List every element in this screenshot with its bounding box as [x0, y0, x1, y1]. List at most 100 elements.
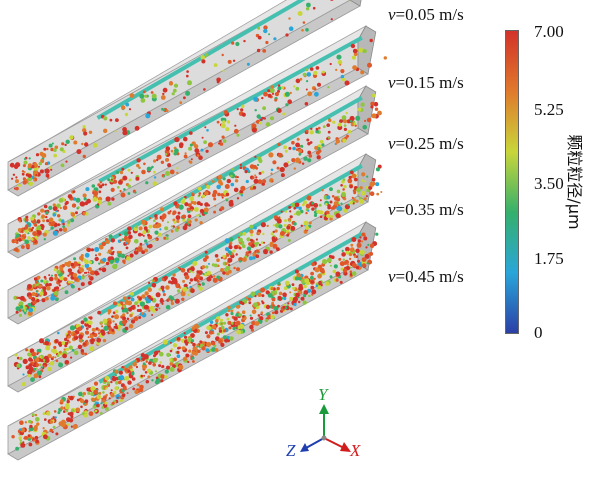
particle: [362, 50, 366, 53]
particle: [325, 281, 330, 286]
particle: [342, 138, 347, 143]
particle: [212, 189, 218, 195]
x-axis-arrow: [323, 437, 345, 449]
particle: [227, 59, 232, 64]
particle: [43, 204, 48, 209]
particle: [367, 62, 372, 68]
particle: [315, 129, 319, 134]
particle: [327, 136, 330, 139]
particle: [220, 268, 224, 272]
particle: [44, 358, 50, 363]
particle: [269, 241, 274, 246]
particle: [214, 204, 217, 207]
particle: [271, 311, 275, 315]
particle: [291, 283, 295, 286]
particle: [144, 248, 149, 253]
particle: [42, 219, 45, 223]
particle: [31, 292, 36, 297]
particle: [380, 191, 383, 193]
particle: [33, 223, 38, 227]
particle: [228, 242, 232, 246]
particle: [190, 287, 193, 290]
particle: [295, 142, 300, 148]
particle: [191, 326, 196, 330]
particle: [201, 136, 204, 139]
particle: [206, 185, 211, 189]
particle: [269, 87, 275, 94]
particle: [204, 255, 209, 260]
particle: [147, 233, 151, 237]
particle: [123, 305, 126, 308]
particle: [27, 173, 32, 178]
speed-label-4: v=0.35 m/s: [388, 200, 464, 219]
particle: [261, 170, 265, 174]
particle: [183, 332, 186, 335]
particle: [160, 207, 165, 212]
particle: [159, 298, 164, 304]
particle: [314, 91, 319, 97]
particle: [110, 238, 116, 243]
particle: [168, 280, 172, 284]
particle: [165, 237, 169, 240]
particle: [220, 325, 225, 330]
particle: [188, 203, 192, 208]
particle: [239, 300, 243, 305]
particle: [141, 363, 148, 369]
particle: [102, 395, 107, 400]
particle: [262, 179, 267, 184]
particle: [220, 123, 226, 129]
particle: [369, 38, 373, 43]
particle: [252, 176, 255, 179]
particle: [82, 125, 86, 129]
particle: [152, 240, 155, 243]
particle: [95, 254, 97, 257]
particle: [235, 253, 238, 256]
particle: [155, 358, 159, 361]
particle: [21, 245, 25, 249]
particle: [335, 139, 340, 144]
particle: [187, 80, 192, 86]
particle: [46, 411, 51, 416]
particle: [40, 279, 44, 283]
particle: [294, 269, 299, 274]
particle: [174, 298, 177, 301]
particle: [105, 240, 110, 244]
particle: [184, 202, 189, 207]
particle: [270, 168, 274, 172]
particle: [65, 341, 69, 345]
particle: [81, 265, 84, 268]
particle: [169, 169, 175, 175]
particle: [341, 77, 346, 82]
particle: [93, 389, 98, 395]
particle: [347, 129, 352, 134]
particle: [18, 238, 22, 242]
particle: [18, 436, 22, 440]
particle: [87, 267, 92, 272]
particle: [48, 274, 51, 277]
particle: [186, 70, 189, 73]
particle: [89, 316, 93, 320]
particle: [107, 201, 112, 206]
particle: [222, 69, 225, 72]
particle: [284, 219, 287, 223]
particle: [280, 173, 285, 178]
particle: [128, 365, 133, 370]
particle: [257, 26, 261, 30]
particle: [59, 228, 63, 232]
particle: [27, 176, 33, 182]
x-axis-arrowhead: [340, 442, 351, 452]
particle: [158, 364, 162, 368]
particle: [262, 49, 267, 53]
particle: [357, 259, 360, 263]
particle: [265, 290, 270, 295]
speed-label-2: v=0.15 m/s: [388, 73, 464, 92]
particle: [263, 241, 266, 244]
particle: [130, 319, 136, 324]
particle: [342, 188, 345, 191]
particle: [134, 301, 139, 306]
particle: [154, 230, 159, 235]
particle: [64, 143, 67, 147]
particle: [36, 422, 40, 426]
particle: [374, 107, 379, 111]
particle: [89, 346, 95, 352]
